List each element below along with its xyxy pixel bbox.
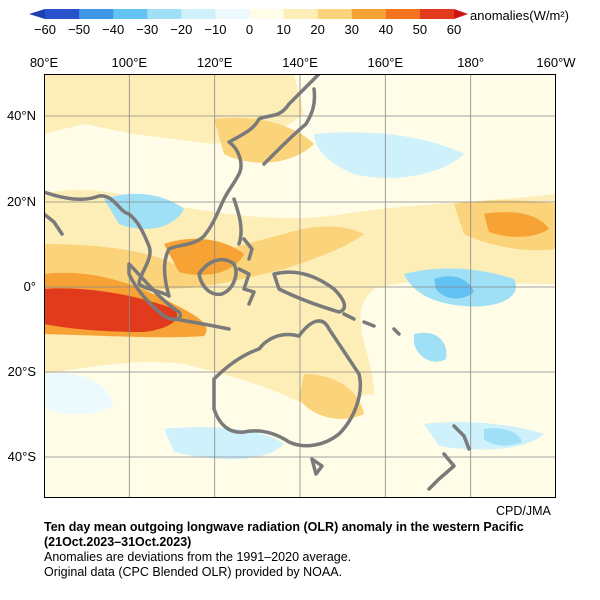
negative-anomaly-region <box>314 132 464 178</box>
colorbar-segment <box>419 9 455 19</box>
caption-title-line2: (21Oct.2023–31Oct.2023) <box>44 535 192 549</box>
colorbar-arrow-left <box>29 9 45 19</box>
coast-borneo <box>197 257 238 297</box>
colorbar-tick-label: −30 <box>136 22 159 37</box>
colorbar-segment <box>249 9 285 19</box>
colorbar-arrow-right <box>454 9 468 19</box>
caption-note-baseline: Anomalies are deviations from the 1991–2… <box>44 550 352 564</box>
longitude-label: 100°E <box>111 55 148 70</box>
negative-anomaly-region <box>164 427 284 460</box>
negative-anomaly-region <box>414 332 447 362</box>
negative-anomaly-region <box>44 372 114 414</box>
colorbar-tick-label: 50 <box>412 22 428 37</box>
colorbar-tick-label: 10 <box>276 22 291 37</box>
coast-japan <box>262 87 317 166</box>
caption: Ten day mean outgoing longwave radiation… <box>44 520 584 580</box>
colorbar-tick-label: −60 <box>33 22 57 37</box>
colorbar-tick-label: 0 <box>245 22 254 37</box>
colorbar-unit-label: anomalies(W/m²) <box>470 8 569 23</box>
colorbar-segment <box>215 9 250 19</box>
positive-anomaly-region <box>484 212 549 237</box>
credit-label: CPD/JMA <box>496 504 551 518</box>
latitude-label: 40°S <box>7 449 36 464</box>
colorbar <box>29 9 468 19</box>
negative-anomaly-region <box>104 193 184 229</box>
colorbar-segment <box>147 9 182 19</box>
colorbar-tick-label: −50 <box>68 22 91 37</box>
longitude-label: 120°E <box>196 55 233 70</box>
latitude-label: 20°S <box>7 364 36 379</box>
latitude-label: 40°N <box>6 108 36 123</box>
colorbar-segment <box>113 9 148 19</box>
coast-new-guinea <box>272 270 347 314</box>
colorbar-tick-label: −10 <box>204 22 227 37</box>
olr-anomaly-map <box>44 74 556 498</box>
longitude-label: 180° <box>457 55 485 70</box>
coast-java <box>172 317 231 331</box>
latitude-label: 20°N <box>6 194 36 209</box>
colorbar-tick-label: 60 <box>446 22 462 37</box>
coast-sulawesi <box>237 267 256 306</box>
caption-note-source: Original data (CPC Blended OLR) provided… <box>44 565 343 579</box>
colorbar-tick-label: −40 <box>102 22 125 37</box>
colorbar-segment <box>351 9 387 19</box>
longitude-label: 160°E <box>367 55 404 70</box>
latitude-label: 0° <box>23 279 36 294</box>
map-canvas <box>44 74 556 498</box>
longitude-label: 80°E <box>29 55 59 70</box>
coast-new-zealand <box>427 424 471 491</box>
coast-philippines <box>232 197 254 261</box>
colorbar-segment <box>45 9 80 19</box>
coast-tasmania <box>310 457 324 476</box>
coast-pacific-islands <box>342 312 401 336</box>
colorbar-tick-label: −20 <box>170 22 193 37</box>
negative-anomaly-region <box>484 428 522 446</box>
colorbar-segment <box>385 9 421 19</box>
coastlines <box>44 74 471 491</box>
colorbar-tick-label: 30 <box>344 22 359 37</box>
positive-anomaly-region <box>164 238 244 275</box>
colorbar-segment <box>317 9 353 19</box>
coast-australia <box>212 319 362 448</box>
map-border <box>44 74 556 498</box>
coast-india <box>44 212 64 236</box>
strong-positive-anomaly <box>44 288 178 332</box>
longitude-label: 140°E <box>282 55 318 70</box>
caption-title-line1: Ten day mean outgoing longwave radiation… <box>44 520 524 534</box>
colorbar-tick-label: 40 <box>378 22 394 37</box>
colorbar-segment <box>181 9 216 19</box>
colorbar-segment <box>283 9 319 19</box>
coast-asia-mainland <box>44 74 321 298</box>
positive-anomaly-region <box>299 374 364 419</box>
longitude-label: 160°W <box>536 55 576 70</box>
colorbar-segment <box>79 9 114 19</box>
colorbar-tick-label: 20 <box>310 22 325 37</box>
gridlines <box>44 74 556 498</box>
